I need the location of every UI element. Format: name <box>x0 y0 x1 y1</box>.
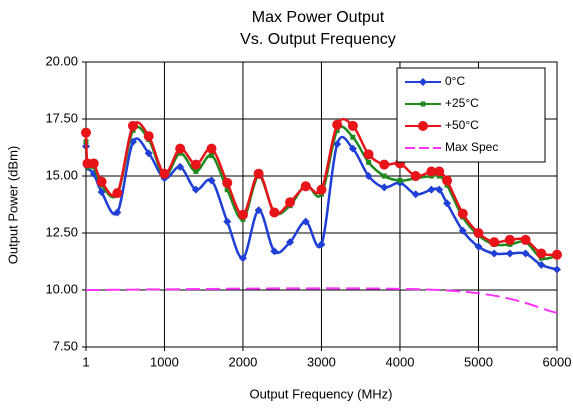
marker <box>426 166 437 177</box>
marker <box>397 178 403 184</box>
marker <box>190 159 201 170</box>
marker <box>144 149 153 158</box>
marker <box>207 176 216 185</box>
marker <box>224 187 230 193</box>
x-tick-label: 2000 <box>228 354 257 369</box>
marker <box>552 249 562 260</box>
marker <box>81 127 91 138</box>
x-tick-label: 1000 <box>150 354 179 369</box>
marker <box>350 134 356 140</box>
marker <box>364 172 373 180</box>
marker <box>332 119 343 130</box>
marker <box>366 159 372 165</box>
legend-label: +25°C <box>445 96 479 110</box>
y-tick-label: 17.50 <box>45 110 78 125</box>
marker <box>317 240 326 249</box>
legend-label: +50°C <box>445 118 479 132</box>
marker <box>347 120 358 131</box>
marker <box>223 217 232 226</box>
marker <box>418 121 428 131</box>
marker <box>175 143 186 154</box>
marker <box>286 238 295 247</box>
legend-label: 0°C <box>445 74 465 88</box>
y-tick-label: 20.00 <box>45 53 78 68</box>
marker <box>489 237 500 248</box>
marker <box>209 152 215 158</box>
marker <box>537 260 546 269</box>
series-line <box>84 117 558 257</box>
marker <box>442 175 453 186</box>
marker <box>363 149 374 160</box>
marker <box>176 162 185 171</box>
marker <box>348 144 357 153</box>
marker <box>474 242 483 251</box>
marker <box>458 226 467 235</box>
y-axis-label: Output Power (dBm) <box>5 146 20 265</box>
marker <box>88 158 99 169</box>
marker <box>270 247 279 256</box>
y-tick-label: 7.50 <box>53 338 78 353</box>
x-tick-label: 4000 <box>386 354 415 369</box>
marker <box>380 183 389 192</box>
marker <box>505 249 514 258</box>
chart-title: Vs. Output Frequency <box>240 31 396 48</box>
marker <box>143 131 154 142</box>
marker <box>536 248 547 259</box>
x-tick-label: 3000 <box>307 354 336 369</box>
marker <box>427 185 436 194</box>
marker <box>300 181 311 192</box>
series-line <box>85 287 558 314</box>
marker <box>316 184 327 195</box>
marker <box>379 159 390 170</box>
y-tick-label: 12.50 <box>45 224 78 239</box>
marker <box>473 228 484 238</box>
x-tick-label: 6000 <box>543 354 572 369</box>
series-line <box>84 135 558 271</box>
marker <box>253 168 264 179</box>
marker <box>301 217 310 226</box>
chart-title: Max Power Output <box>252 9 385 26</box>
marker <box>419 78 427 86</box>
marker <box>113 208 122 217</box>
x-axis-label: Output Frequency (MHz) <box>249 386 392 401</box>
marker <box>504 234 515 245</box>
marker <box>435 185 444 194</box>
marker <box>411 190 420 199</box>
marker <box>381 173 387 179</box>
marker <box>434 166 445 177</box>
marker <box>333 140 342 149</box>
marker <box>521 249 530 258</box>
marker <box>457 208 468 219</box>
marker <box>193 168 199 174</box>
marker <box>490 249 499 258</box>
y-tick-label: 10.00 <box>45 281 78 296</box>
marker <box>410 171 421 181</box>
marker <box>112 188 123 199</box>
marker <box>237 209 248 220</box>
marker <box>206 143 217 154</box>
legend-label: Max Spec <box>445 140 498 154</box>
y-tick-label: 15.00 <box>45 167 78 182</box>
x-tick-label: 1 <box>82 354 89 369</box>
marker <box>520 234 531 245</box>
marker <box>128 120 139 131</box>
marker <box>553 265 561 274</box>
marker <box>334 127 340 133</box>
marker <box>238 254 247 263</box>
marker <box>96 176 107 187</box>
marker <box>269 207 280 218</box>
marker <box>443 199 452 208</box>
marker <box>420 101 426 107</box>
marker <box>222 177 233 188</box>
marker <box>254 206 263 215</box>
marker <box>285 197 296 208</box>
x-tick-label: 5000 <box>464 354 493 369</box>
marker <box>191 185 200 194</box>
marker <box>159 168 170 179</box>
